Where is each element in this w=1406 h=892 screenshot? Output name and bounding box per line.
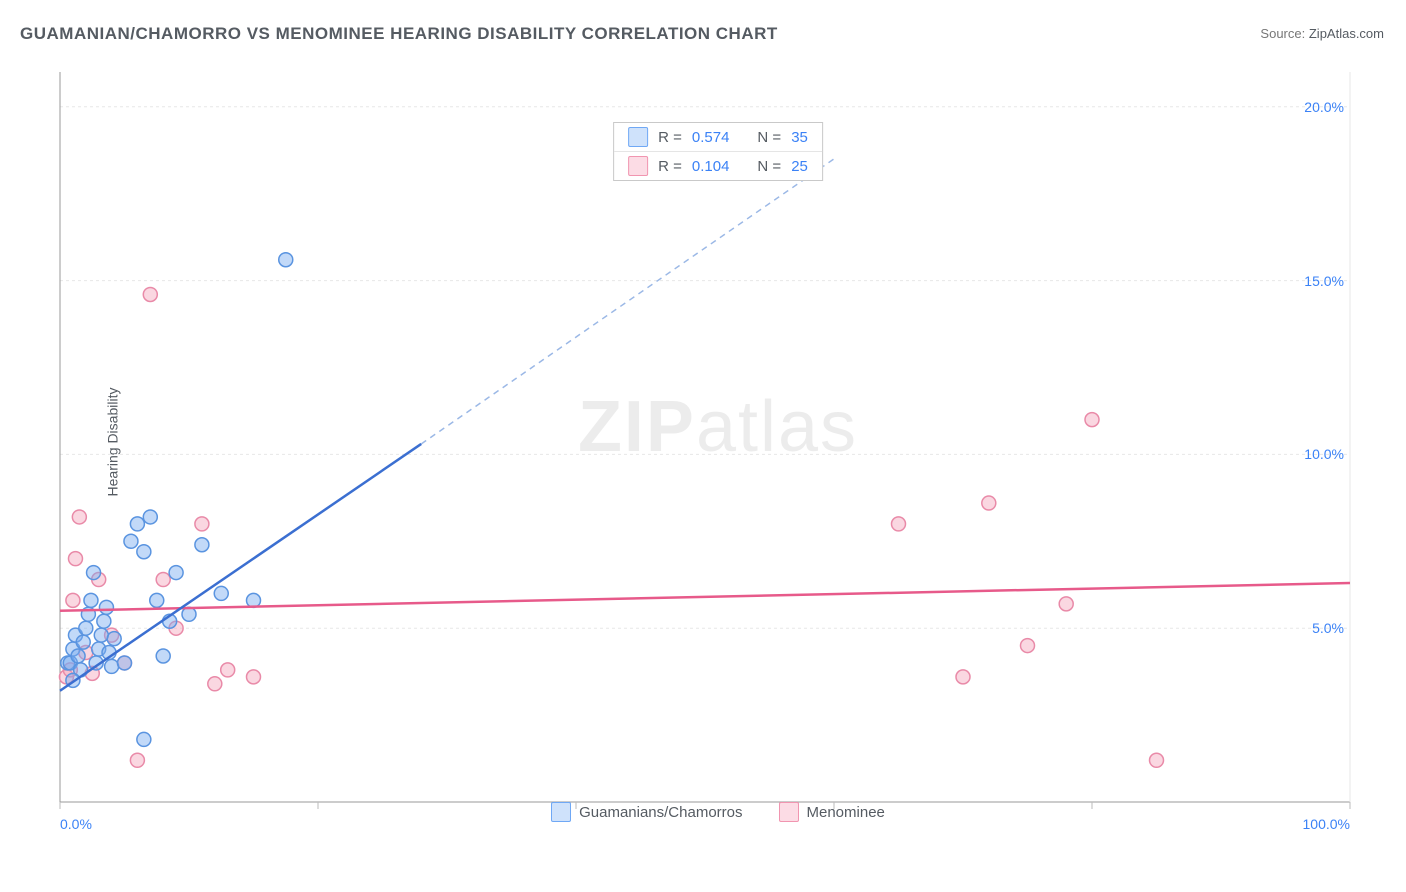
- chart-title: GUAMANIAN/CHAMORRO VS MENOMINEE HEARING …: [20, 24, 778, 44]
- n-label: N =: [757, 158, 781, 175]
- swatch-pink: [779, 802, 799, 822]
- r-label: R =: [658, 129, 682, 146]
- source-attribution: Source: ZipAtlas.com: [1260, 26, 1384, 41]
- y-tick-label: 15.0%: [1304, 273, 1344, 289]
- n-value-pink: 25: [791, 158, 808, 175]
- chart-container: GUAMANIAN/CHAMORRO VS MENOMINEE HEARING …: [0, 0, 1406, 892]
- swatch-blue: [628, 127, 648, 147]
- legend-series: Guamanians/Chamorros Menominee: [50, 802, 1386, 822]
- legend-stats-box: R = 0.574 N = 35 R = 0.104 N = 25: [613, 122, 823, 181]
- legend-label-blue: Guamanians/Chamorros: [579, 804, 742, 821]
- legend-stats-row-blue: R = 0.574 N = 35: [614, 123, 822, 152]
- y-tick-label: 5.0%: [1312, 620, 1344, 636]
- n-value-blue: 35: [791, 129, 808, 146]
- legend-item-pink: Menominee: [779, 802, 885, 822]
- source-label: Source:: [1260, 26, 1305, 41]
- r-value-blue: 0.574: [692, 129, 730, 146]
- chart-area: Hearing Disability ZIPatlas R = 0.574 N …: [50, 62, 1386, 822]
- r-value-pink: 0.104: [692, 158, 730, 175]
- y-tick-label: 10.0%: [1304, 446, 1344, 462]
- n-label: N =: [757, 129, 781, 146]
- legend-label-pink: Menominee: [807, 804, 885, 821]
- r-label: R =: [658, 158, 682, 175]
- swatch-blue: [551, 802, 571, 822]
- legend-stats-row-pink: R = 0.104 N = 25: [614, 152, 822, 180]
- y-tick-label: 20.0%: [1304, 99, 1344, 115]
- source-value: ZipAtlas.com: [1309, 26, 1384, 41]
- legend-item-blue: Guamanians/Chamorros: [551, 802, 742, 822]
- swatch-pink: [628, 156, 648, 176]
